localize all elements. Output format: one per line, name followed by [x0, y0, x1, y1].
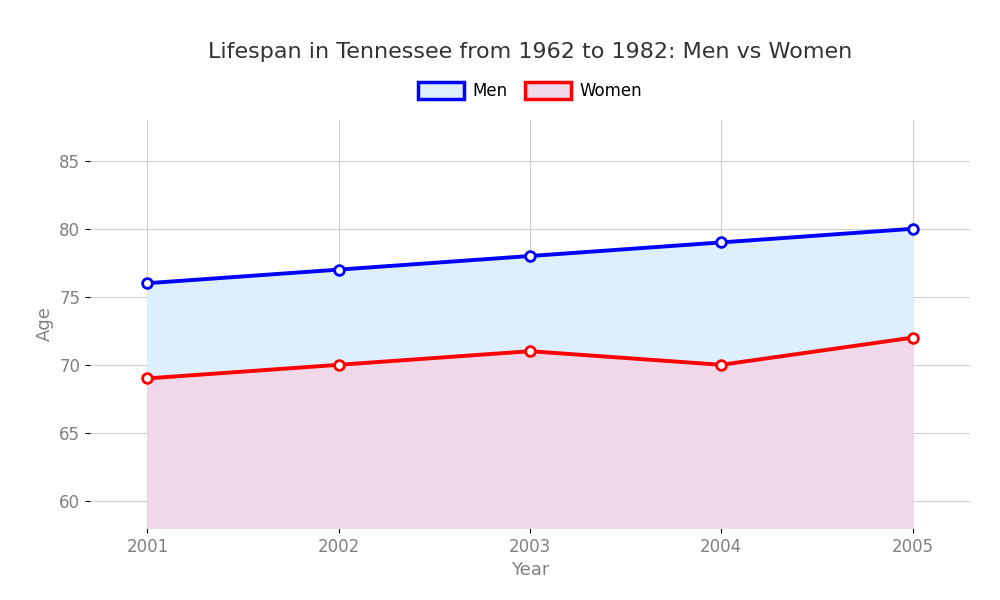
- X-axis label: Year: Year: [511, 561, 549, 579]
- Y-axis label: Age: Age: [36, 307, 54, 341]
- Title: Lifespan in Tennessee from 1962 to 1982: Men vs Women: Lifespan in Tennessee from 1962 to 1982:…: [208, 41, 852, 61]
- Legend: Men, Women: Men, Women: [411, 75, 649, 107]
